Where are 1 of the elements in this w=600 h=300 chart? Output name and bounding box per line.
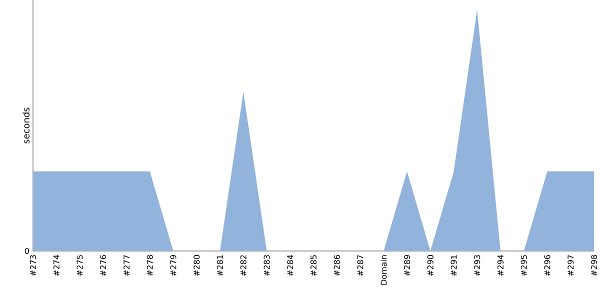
y-axis-title: seconds — [22, 108, 30, 144]
